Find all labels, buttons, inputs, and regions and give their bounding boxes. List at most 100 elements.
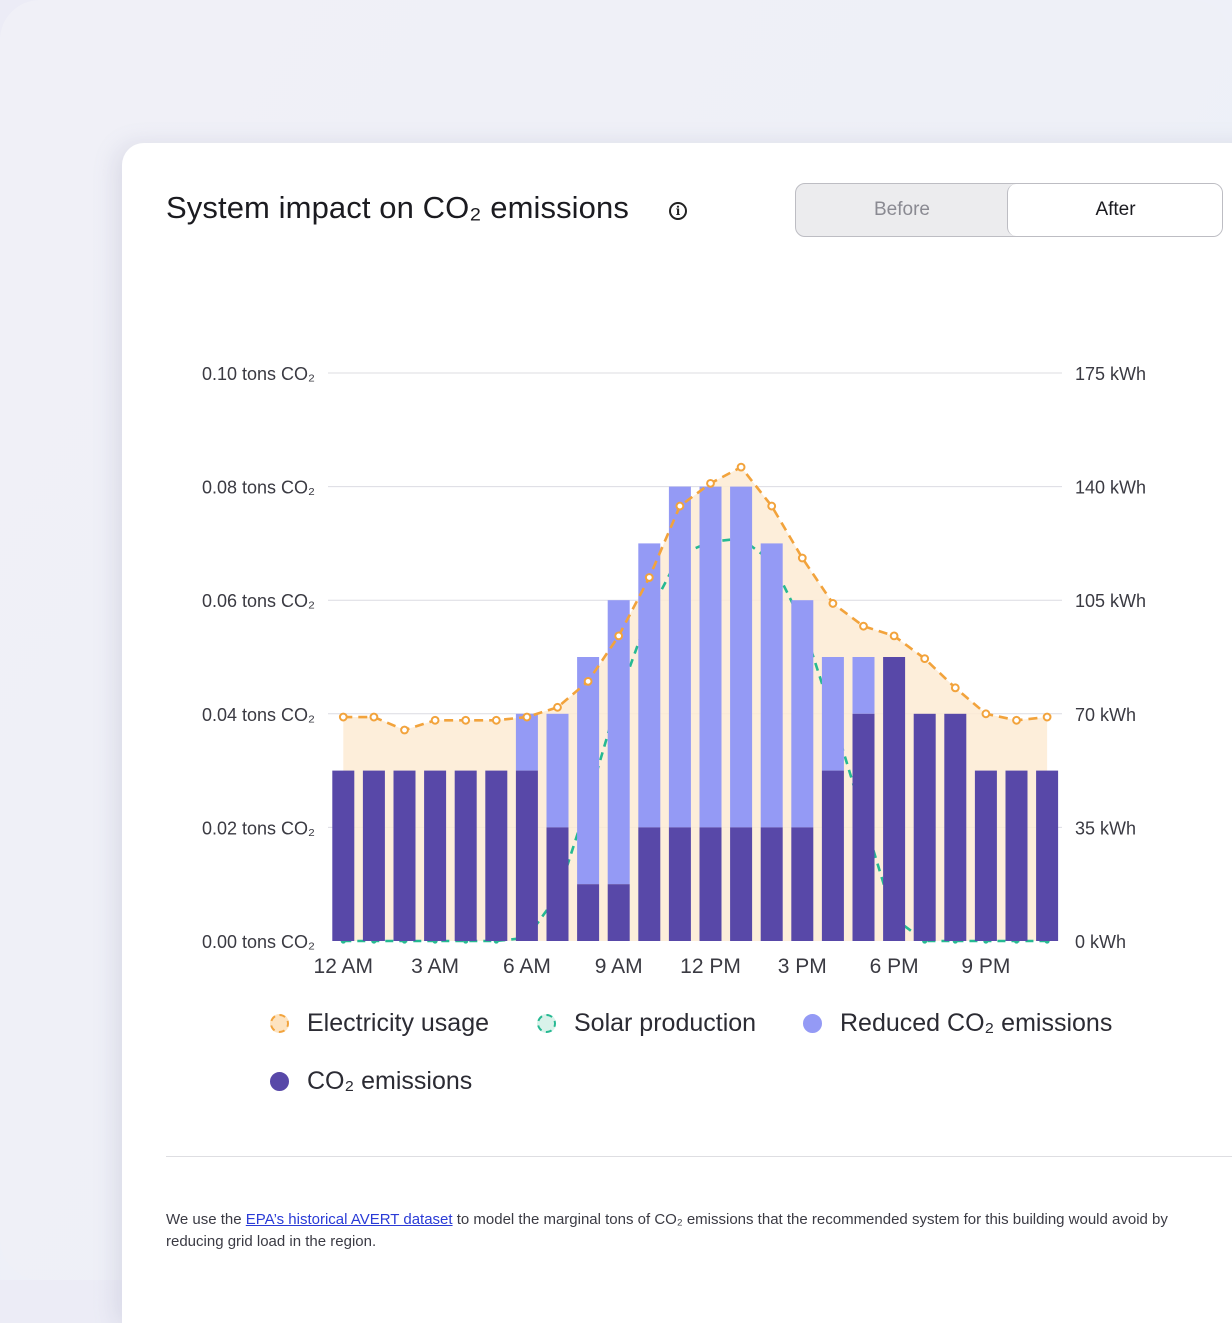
co2-emissions-bar [1005,770,1028,941]
electricity-usage-point [338,712,348,722]
co2-emissions-bar [454,770,477,941]
emissions-chart: 0.00 tons CO₂ 0.02 tons CO₂ 0.04 tons CO₂ 0… [202,364,1146,978]
electricity-usage-point [920,654,930,664]
legend-reduced-co2-emissions[interactable]: Reduced CO₂ emissions [803,1009,1112,1038]
co2-emissions-bar [424,770,447,941]
x-tick-label: 6 PM [870,955,919,978]
co2-emissions-bar [362,770,385,941]
reduced-co2-bar [607,600,630,885]
co2-emissions-bar [791,827,814,941]
x-tick-label: 3 AM [411,955,459,978]
co2-emissions-bar [332,770,355,941]
legend-swatch-co2-emissions [270,1072,289,1091]
y-right-tick-label: 35 kWh [1075,818,1136,838]
y-left-tick-label: 0.06 tons CO₂ [202,591,315,611]
co2-emissions-bar [515,770,538,941]
co2-emissions-bar [730,827,753,941]
co2-emissions-bar [913,713,936,941]
y-right-tick-label: 70 kWh [1075,705,1136,725]
electricity-usage-point [706,478,715,488]
legend-label-electricity-usage: Electricity usage [307,1009,490,1037]
electricity-usage-point [1012,715,1021,725]
electricity-usage-point [400,725,409,735]
electricity-usage-point [675,501,685,511]
co2-emissions-bar [883,657,906,941]
reduced-co2-bar [668,486,691,828]
divider [166,1156,1232,1157]
legend-co2-emissions[interactable]: CO₂ emissions [270,1067,472,1096]
electricity-usage-point [491,715,501,725]
reduced-co2-bar [760,543,783,828]
before-after-toggle: Before After [795,183,1223,237]
y-left-tick-label: 0.04 tons CO₂ [202,705,315,725]
electricity-usage-point [614,631,624,641]
footnote-prefix: We use the [166,1211,246,1228]
electricity-usage-point [553,702,562,712]
co2-emissions-bar [821,770,844,941]
electricity-usage-point [461,715,471,725]
reduced-co2-bar [638,543,661,828]
legend-label-reduced-co2-emissions: Reduced CO₂ emissions [840,1009,1113,1037]
legend-swatch-reduced-co2-emissions [803,1014,822,1033]
reduced-co2-bar [730,486,753,828]
electricity-usage-point [1042,712,1052,722]
y-left-tick-label: 0.08 tons CO₂ [202,478,315,498]
reduced-co2-bar [852,657,875,714]
co2-emissions-bar [699,827,722,941]
co2-emissions-bar [638,827,661,941]
electricity-usage-point [828,599,838,608]
legend-label-co2-emissions: CO₂ emissions [307,1067,473,1095]
avert-dataset-link[interactable]: EPA’s historical AVERT dataset [245,1211,453,1228]
electricity-usage-area [343,467,1048,941]
y-right-tick-label: 175 kWh [1075,364,1146,384]
x-tick-label: 9 AM [595,955,643,978]
reduced-co2-bar [546,713,569,828]
info-icon[interactable]: i [669,202,687,220]
legend-swatch-solar-production [537,1014,556,1033]
x-tick-label: 6 AM [503,955,551,978]
legend-electricity-usage[interactable]: Electricity usage [270,1009,489,1038]
electricity-usage-point [736,462,746,472]
footnote: We use the EPA’s historical AVERT datase… [166,1209,1226,1253]
electricity-usage-point [644,573,654,582]
x-tick-label: 3 PM [778,955,827,978]
co2-emissions-bar [1036,770,1059,941]
electricity-usage-point [369,712,379,722]
x-tick-label: 12 AM [314,955,374,978]
electricity-usage-point [950,683,960,693]
electricity-usage-line [343,465,1048,732]
y-right-tick-label: 0 kWh [1075,932,1126,952]
footnote-suffix: to model the marginal tons of CO₂ emissi… [166,1211,1168,1250]
toggle-after-button[interactable]: After [1007,184,1222,236]
x-tick-label: 9 PM [961,955,1010,978]
electricity-usage-point [797,553,807,563]
page-title: System impact on CO₂ emissions [166,190,629,225]
reduced-co2-bar [791,600,814,828]
legend-solar-production[interactable]: Solar production [537,1009,756,1038]
electricity-usage-point [583,676,593,686]
reduced-co2-bar [577,657,600,885]
reduced-co2-bar [821,657,844,771]
reduced-co2-bar [699,486,722,828]
y-right-tick-label: 105 kWh [1075,591,1146,611]
co2-emissions-bar [546,827,569,941]
co2-emissions-bar [607,884,630,941]
electricity-usage-point [889,631,899,641]
co2-emissions-bar [944,713,967,941]
electricity-usage-point [522,712,532,722]
electricity-usage-point [859,621,868,631]
co2-emissions-bar [760,827,783,941]
co2-emissions-bar [974,770,997,941]
y-left-tick-label: 0.10 tons CO₂ [202,364,315,384]
y-left-tick-label: 0.00 tons CO₂ [202,932,315,952]
co2-emissions-bar [485,770,508,941]
co2-emissions-bar [393,770,416,941]
legend-swatch-electricity-usage [270,1014,289,1033]
co2-emissions-bar [577,884,600,941]
toggle-before-button[interactable]: Before [874,199,930,220]
co2-emissions-bar [668,827,691,941]
legend-label-solar-production: Solar production [574,1009,757,1037]
y-left-tick-label: 0.02 tons CO₂ [202,818,315,838]
reduced-co2-bar [515,713,538,771]
electricity-usage-point [981,709,991,719]
